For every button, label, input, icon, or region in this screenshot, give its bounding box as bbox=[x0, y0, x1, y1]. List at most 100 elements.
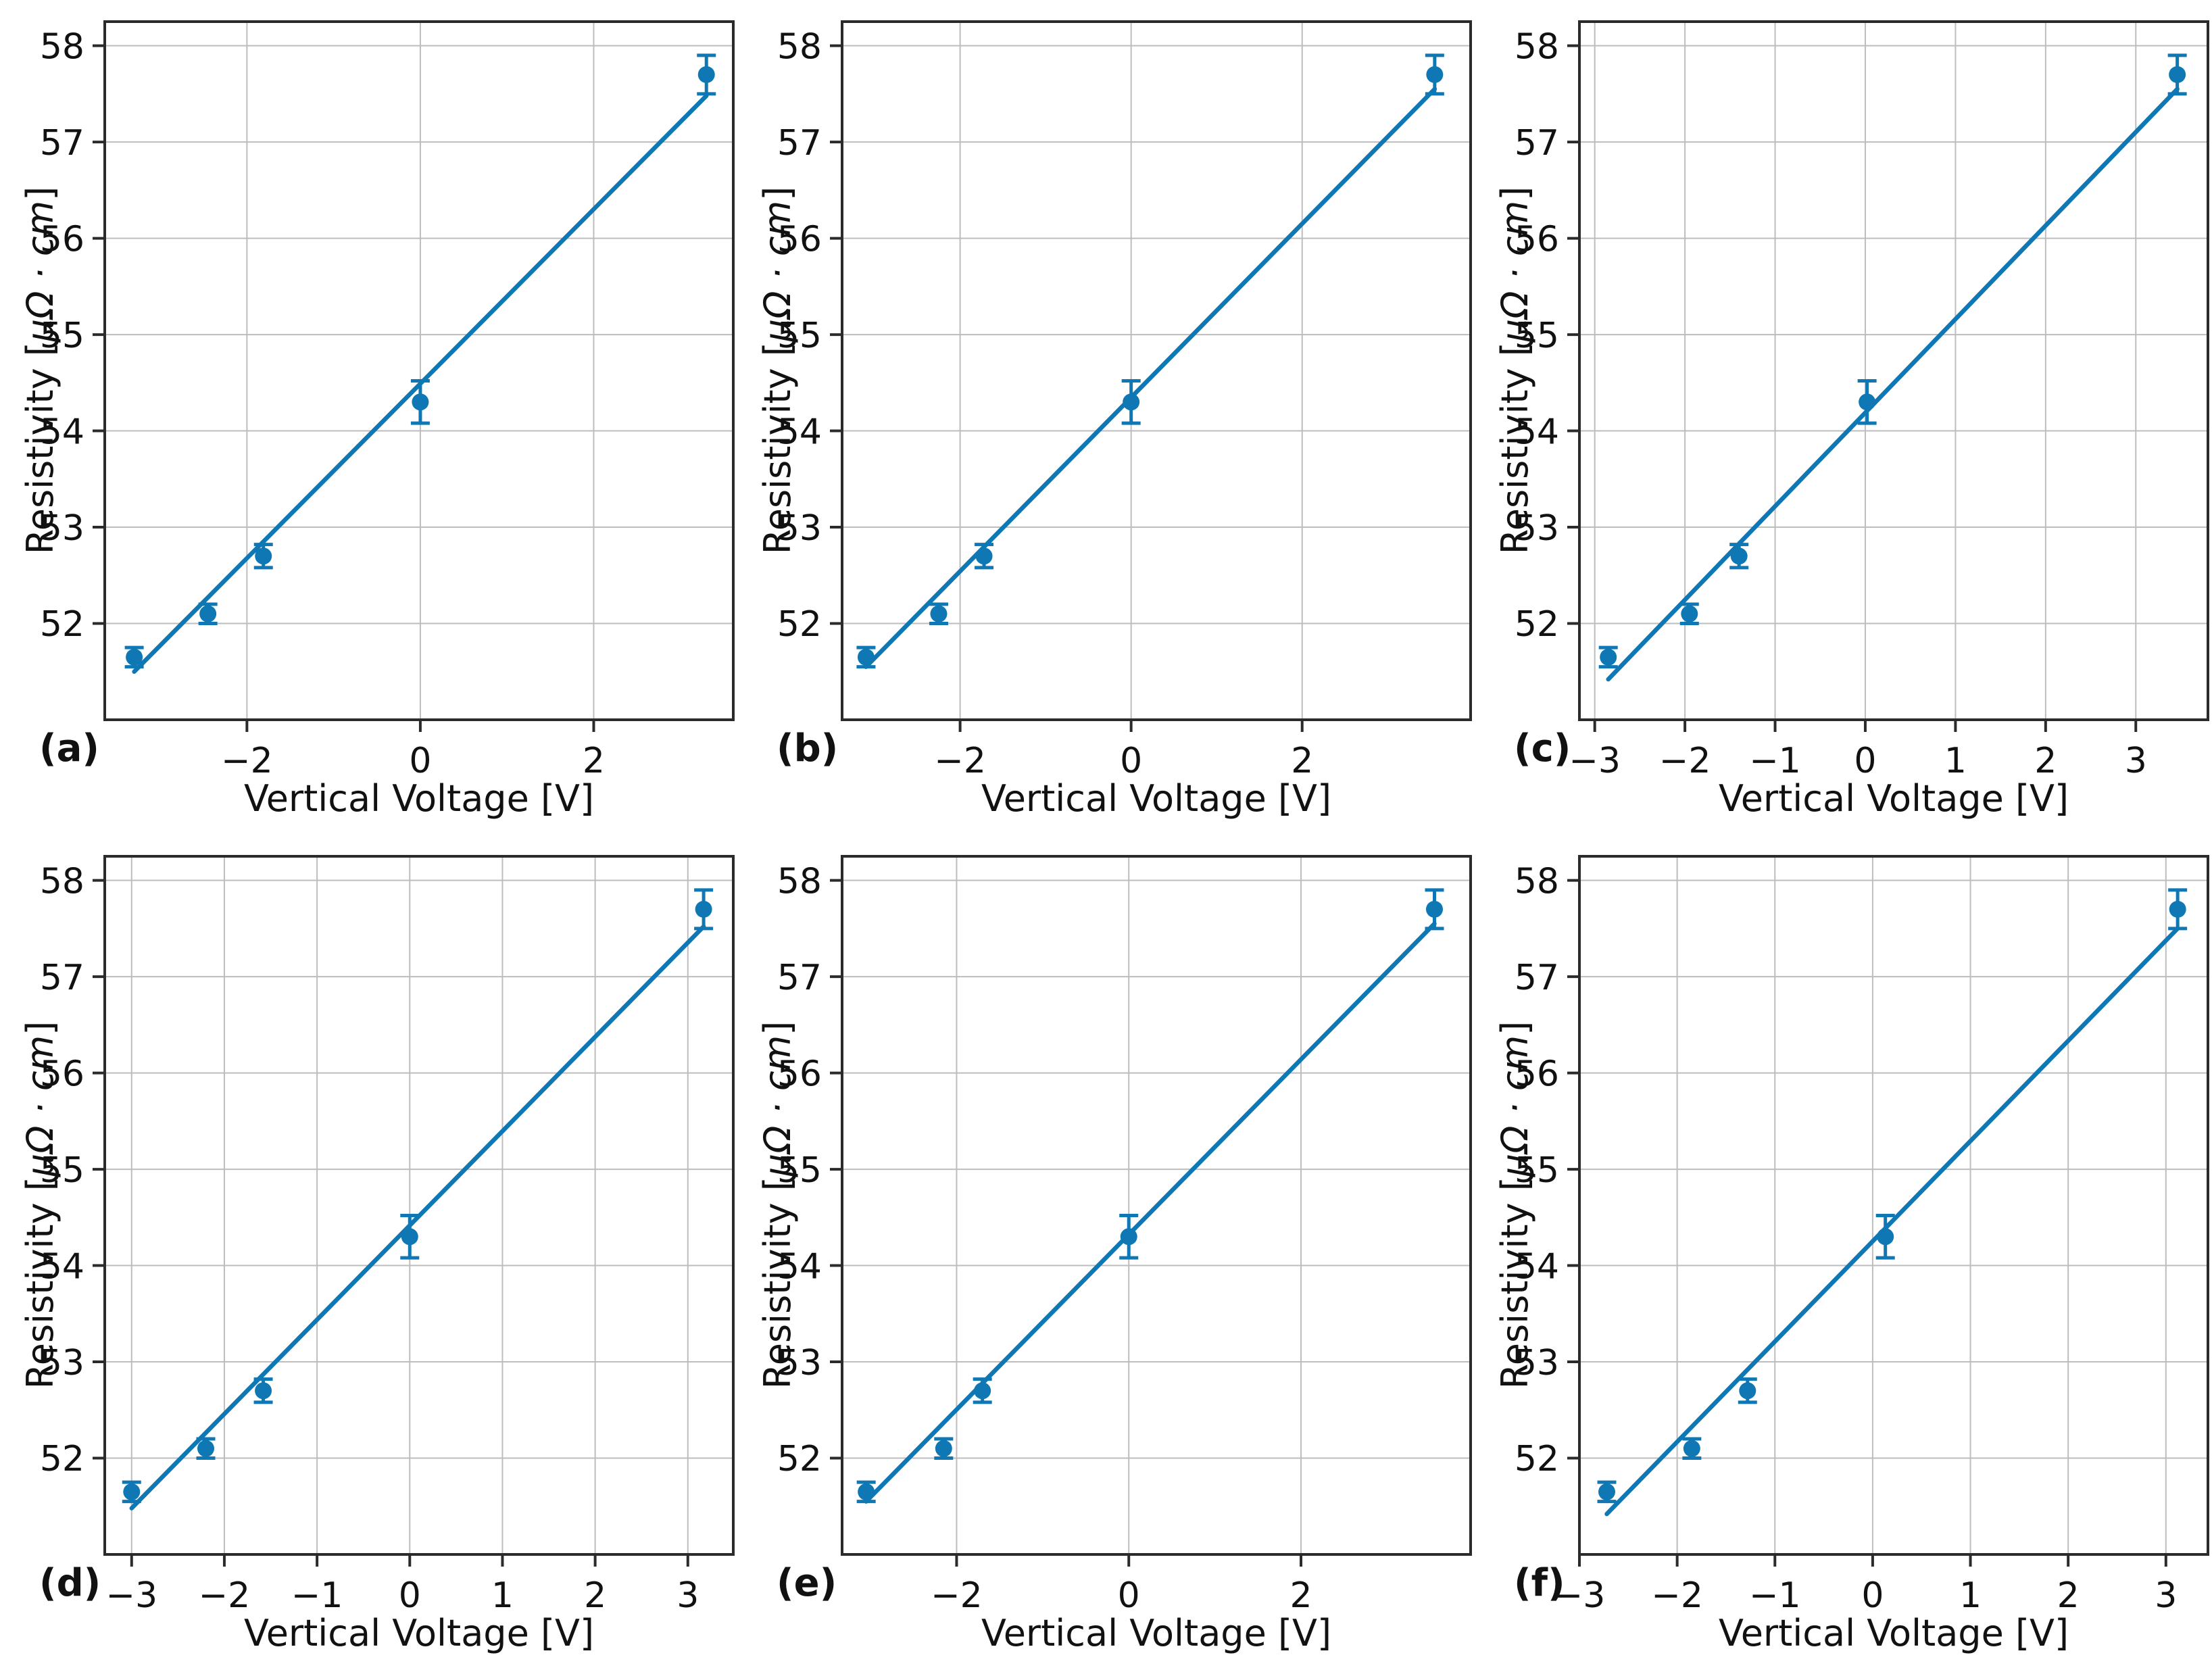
y-tick-label: 56 bbox=[1515, 219, 1559, 260]
y-tick-label: 55 bbox=[1515, 316, 1559, 356]
y-axis-label-units: μΩ · cm bbox=[19, 1035, 62, 1177]
y-tick-label: 52 bbox=[1515, 1439, 1559, 1479]
plot-canvas-f: −3 −2 −1 0 1 2 3 52 53 54 55 56 57 58 bbox=[1515, 855, 2209, 1616]
y-tick-label: 54 bbox=[777, 412, 822, 452]
plot-canvas-d: −3 −2 −1 0 1 2 3 52 53 54 55 56 57 58 bbox=[40, 855, 735, 1616]
y-tick-label: 58 bbox=[40, 26, 84, 67]
panel-label-b: (b) bbox=[777, 727, 839, 770]
x-tick-label: 2 bbox=[2034, 741, 2057, 781]
y-tick-label: 57 bbox=[40, 123, 84, 164]
subplot-e: −2 0 2 52 53 54 55 56 57 58 (e) Vertical Voltage … bbox=[737, 835, 1475, 1670]
x-tick-label: 1 bbox=[491, 1575, 514, 1616]
x-axis-label-a: Vertical Voltage [V] bbox=[243, 777, 595, 820]
x-tick-label: 0 bbox=[1120, 741, 1142, 781]
data-point-marker bbox=[858, 1483, 875, 1500]
data-point-marker bbox=[412, 393, 429, 411]
x-axis-label-c: Vertical Voltage [V] bbox=[1718, 777, 2069, 820]
subplot-f: −3 −2 −1 0 1 2 3 52 53 54 55 56 57 58 (f) Vertical Vo… bbox=[1475, 835, 2212, 1670]
y-axis-label-units: μΩ · cm bbox=[1494, 200, 1536, 343]
y-tick-label: 58 bbox=[1515, 26, 1559, 67]
x-tick-label: −2 bbox=[221, 741, 273, 781]
y-tick-label: 58 bbox=[1515, 861, 1559, 902]
data-point-marker bbox=[1877, 1228, 1894, 1246]
plot-canvas-c: −3 −2 −1 0 1 2 3 52 53 54 55 56 57 58 bbox=[1515, 20, 2209, 781]
x-tick-label: −1 bbox=[291, 1575, 343, 1616]
x-tick-label: 3 bbox=[677, 1575, 699, 1616]
x-tick-label: −3 bbox=[1554, 1575, 1606, 1616]
data-point-marker bbox=[1120, 1228, 1137, 1246]
plot-canvas-a: −2 0 2 52 53 54 55 56 57 58 bbox=[40, 20, 735, 781]
y-tick-label: 55 bbox=[1515, 1150, 1559, 1191]
data-point-marker bbox=[1600, 648, 1617, 666]
y-axis-label-prefix: Resistivity [ bbox=[19, 342, 62, 555]
plot-canvas-e: −2 0 2 52 53 54 55 56 57 58 bbox=[777, 855, 1472, 1616]
y-axis-label-suffix: ] bbox=[1494, 1021, 1536, 1035]
y-axis-label-d: Resistivity [μΩ · cm] bbox=[19, 1021, 62, 1390]
x-tick-label: 0 bbox=[1118, 1575, 1140, 1616]
fit-line bbox=[864, 921, 1437, 1504]
y-axis-label-units: μΩ · cm bbox=[1494, 1035, 1536, 1177]
y-tick-label: 54 bbox=[777, 1246, 822, 1287]
x-tick-label: −3 bbox=[105, 1575, 157, 1616]
data-point-marker bbox=[199, 605, 217, 622]
x-tick-label: 0 bbox=[1854, 741, 1876, 781]
y-axis-label-prefix: Resistivity [ bbox=[1494, 342, 1536, 555]
data-point-marker bbox=[255, 1382, 272, 1400]
y-axis-label-a: Resistivity [μΩ · cm] bbox=[19, 186, 62, 555]
x-tick-label: 0 bbox=[1861, 1575, 1884, 1616]
fit-line bbox=[1606, 87, 2180, 682]
data-point-marker bbox=[1730, 547, 1748, 565]
panel-label-a: (a) bbox=[39, 727, 99, 770]
axes-frame bbox=[103, 20, 735, 721]
x-tick-label: −2 bbox=[1651, 1575, 1703, 1616]
y-axis-label-suffix: ] bbox=[756, 1021, 799, 1035]
x-axis-label-d: Vertical Voltage [V] bbox=[243, 1612, 595, 1654]
fit-line bbox=[1604, 926, 2180, 1517]
y-tick-label: 52 bbox=[1515, 604, 1559, 645]
x-tick-label: −1 bbox=[1749, 741, 1801, 781]
data-point-marker bbox=[930, 605, 948, 622]
fit-line bbox=[864, 87, 1437, 669]
y-tick-label: 54 bbox=[40, 412, 84, 452]
y-tick-label: 56 bbox=[1515, 1054, 1559, 1094]
data-point-marker bbox=[401, 1228, 418, 1246]
y-tick-label: 56 bbox=[777, 219, 822, 260]
y-tick-label: 54 bbox=[1515, 412, 1559, 452]
y-tick-label: 57 bbox=[1515, 123, 1559, 164]
panel-label-f: (f) bbox=[1514, 1561, 1565, 1605]
y-axis-label-b: Resistivity [μΩ · cm] bbox=[756, 187, 799, 555]
y-tick-label: 53 bbox=[1515, 1343, 1559, 1383]
y-tick-label: 58 bbox=[777, 26, 822, 67]
x-tick-label: 3 bbox=[2125, 741, 2147, 781]
axes-frame bbox=[841, 20, 1472, 721]
x-tick-label: 1 bbox=[1959, 1575, 1982, 1616]
y-tick-label: 58 bbox=[40, 861, 84, 902]
y-tick-label: 57 bbox=[40, 958, 84, 998]
x-tick-label: −1 bbox=[1749, 1575, 1801, 1616]
y-axis-label-suffix: ] bbox=[19, 186, 62, 201]
y-axis-label-suffix: ] bbox=[19, 1021, 62, 1035]
y-tick-label: 52 bbox=[40, 1439, 84, 1479]
y-tick-label: 54 bbox=[1515, 1246, 1559, 1287]
y-axis-label-prefix: Resistivity [ bbox=[1494, 1177, 1536, 1390]
data-point-marker bbox=[1859, 393, 1876, 411]
x-tick-label: −2 bbox=[934, 741, 986, 781]
y-axis-label-units: μΩ · cm bbox=[19, 200, 62, 343]
data-point-marker bbox=[2169, 900, 2186, 918]
x-axis-label-e: Vertical Voltage [V] bbox=[981, 1612, 1332, 1654]
y-tick-label: 53 bbox=[777, 1343, 822, 1383]
x-tick-label: −2 bbox=[1659, 741, 1711, 781]
data-point-marker bbox=[1425, 900, 1443, 918]
y-axis-label-e: Resistivity [μΩ · cm] bbox=[756, 1021, 799, 1390]
data-point-marker bbox=[1683, 1440, 1700, 1457]
y-axis-label-c: Resistivity [μΩ · cm] bbox=[1494, 187, 1536, 555]
y-tick-label: 52 bbox=[40, 604, 84, 645]
data-point-marker bbox=[1598, 1483, 1615, 1500]
plot-canvas-b: −2 0 2 52 53 54 55 56 57 58 bbox=[777, 20, 1472, 781]
y-tick-label: 57 bbox=[777, 123, 822, 164]
x-tick-label: 1 bbox=[1944, 741, 1967, 781]
y-axis-label-prefix: Resistivity [ bbox=[756, 1177, 799, 1390]
y-tick-label: 54 bbox=[40, 1246, 84, 1287]
data-point-marker bbox=[697, 66, 715, 83]
